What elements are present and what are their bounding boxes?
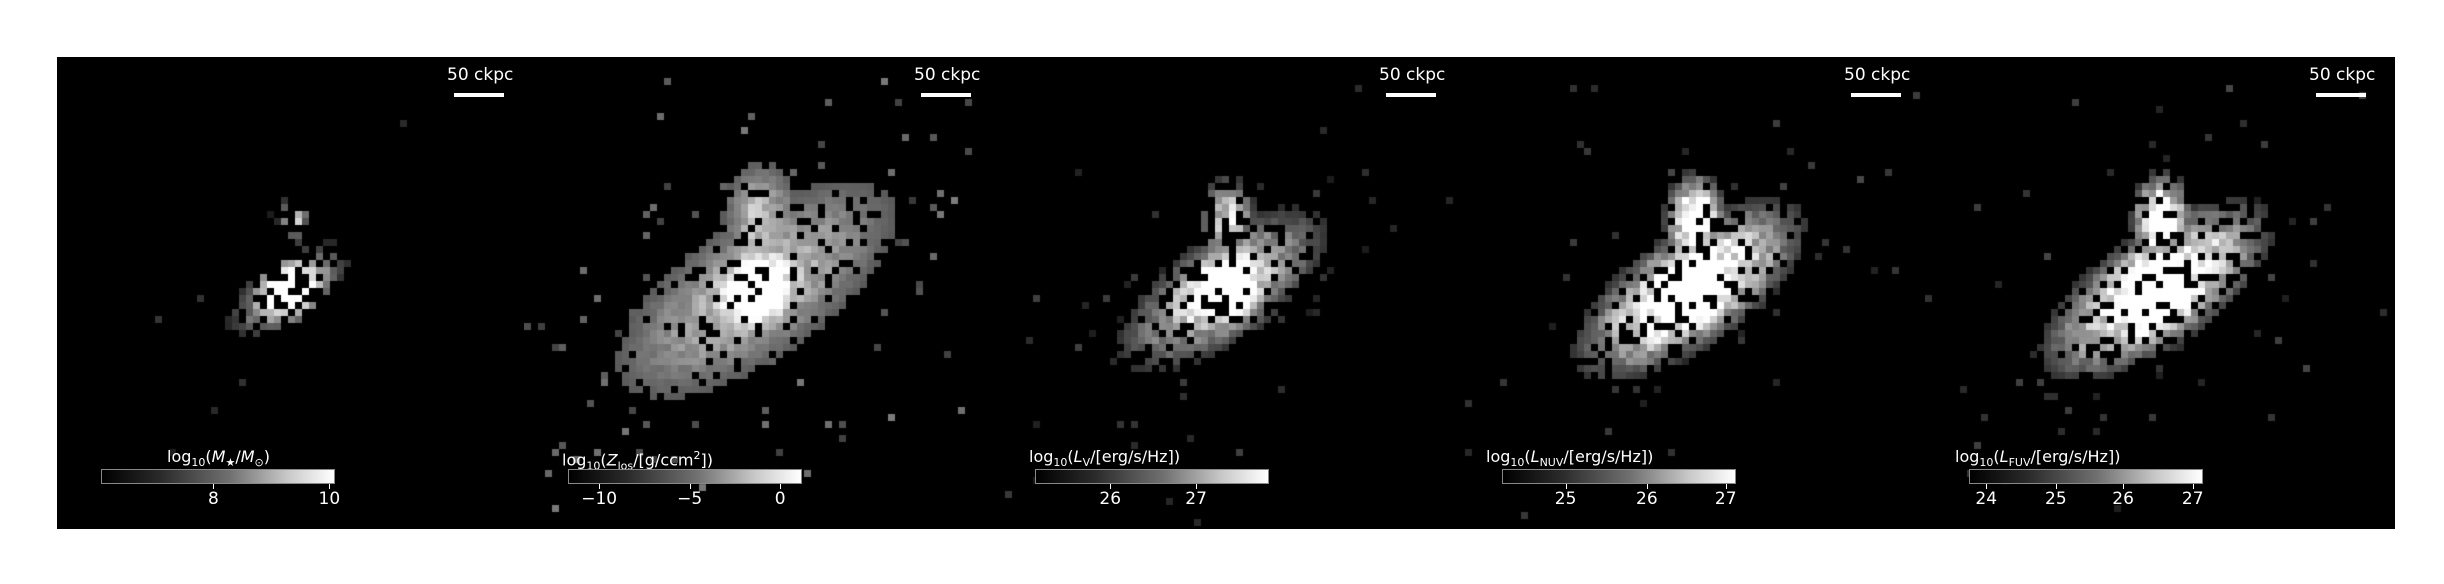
colorbar-label: log10(Zlos/[g/ccm2]) <box>562 449 713 473</box>
colorbar-tick <box>2055 484 2057 489</box>
colorbar-tick-label: 10 <box>318 489 341 509</box>
v-band-panel: 50 ckpc log10(LV/[erg/s/Hz]) 26 27 <box>991 57 1458 529</box>
scale-bar <box>921 93 971 97</box>
scale-bar-label: 50 ckpc <box>914 65 981 85</box>
colorbar-tick-label: 26 <box>1636 489 1658 509</box>
scale-bar-label: 50 ckpc <box>447 65 514 85</box>
colorbar-tick <box>1196 484 1198 489</box>
colorbar <box>101 469 335 484</box>
colorbar-tick-label: −5 <box>677 489 703 509</box>
colorbar <box>1502 469 1736 484</box>
colorbar-tick-label: 27 <box>1185 489 1207 509</box>
image-panel-strip: 50 ckpc log10(M★/M⊙) 8 10 50 ckpc log10(Z… <box>57 57 2395 529</box>
colorbar-tick <box>1110 484 1112 489</box>
nuv-panel: 50 ckpc log10(LNUV/[erg/s/Hz]) 25 26 27 <box>1458 57 1925 529</box>
v-band-luminosity-map <box>991 57 1458 529</box>
colorbar-tick-label: −10 <box>581 489 618 509</box>
colorbar-tick <box>1725 484 1727 489</box>
nuv-luminosity-map <box>1458 57 1925 529</box>
colorbar-tick-label: 27 <box>2181 489 2204 509</box>
colorbar-tick <box>599 484 601 489</box>
colorbar-tick-label: 26 <box>1099 489 1122 509</box>
colorbar-tick-label: 0 <box>774 489 786 509</box>
colorbar-tick <box>1646 484 1648 489</box>
colorbar-tick <box>689 484 691 489</box>
colorbar-tick-label: 25 <box>2045 489 2067 509</box>
stellar-mass-map <box>57 57 524 529</box>
colorbar-label: log10(LV/[erg/s/Hz]) <box>1029 447 1181 470</box>
colorbar <box>1969 469 2203 484</box>
colorbar-tick-label: 24 <box>1975 489 1998 509</box>
colorbar-label: log10(M★/M⊙) <box>167 447 270 470</box>
scale-bar-label: 50 ckpc <box>1379 65 1446 85</box>
stellar-mass-panel: 50 ckpc log10(M★/M⊙) 8 10 <box>57 57 524 529</box>
colorbar-tick-label: 27 <box>1714 489 1737 509</box>
colorbar-tick <box>2123 484 2125 489</box>
colorbar-tick <box>1565 484 1567 489</box>
scale-bar <box>2316 93 2366 97</box>
colorbar-tick <box>1986 484 1988 489</box>
fuv-luminosity-map <box>1925 57 2392 529</box>
colorbar-tick <box>329 484 331 489</box>
metallicity-panel: 50 ckpc log10(Zlos/[g/ccm2]) −10 −5 0 <box>524 57 991 529</box>
colorbar-tick <box>213 484 215 489</box>
colorbar-tick-label: 25 <box>1554 489 1577 509</box>
colorbar-tick <box>780 484 782 489</box>
scale-bar <box>1851 93 1901 97</box>
colorbar <box>1035 469 1269 484</box>
fuv-panel: 50 ckpc log10(LFUV/[erg/s/Hz]) 24 25 26 27 <box>1925 57 2392 529</box>
colorbar-tick-label: 26 <box>2112 489 2134 509</box>
colorbar-tick-label: 8 <box>207 489 219 509</box>
scale-bar-label: 50 ckpc <box>2309 65 2376 85</box>
colorbar-label: log10(LFUV/[erg/s/Hz]) <box>1955 447 2121 470</box>
colorbar-label: log10(LNUV/[erg/s/Hz]) <box>1486 447 1654 470</box>
colorbar-tick <box>2192 484 2194 489</box>
metallicity-map <box>524 57 991 529</box>
colorbar <box>568 469 802 484</box>
scale-bar <box>454 93 504 97</box>
scale-bar-label: 50 ckpc <box>1844 65 1911 85</box>
scale-bar <box>1386 93 1436 97</box>
